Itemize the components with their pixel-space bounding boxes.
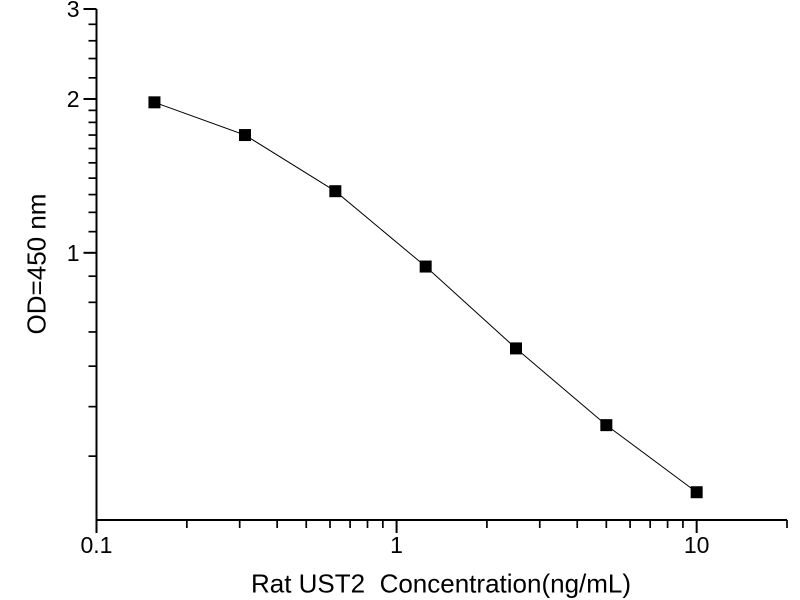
x-axis-title: Rat UST2 Concentration(ng/mL) (250, 568, 632, 599)
data-point-marker (238, 129, 251, 142)
y-tick-label: 3 (67, 0, 80, 22)
y-tick-label: 1 (67, 240, 80, 266)
data-point-marker (690, 486, 703, 499)
x-tick-label: 10 (684, 532, 710, 558)
x-tick-label: 1 (390, 532, 403, 558)
data-point-marker (509, 342, 522, 355)
y-axis-title: OD=450 nm (21, 193, 52, 335)
data-point-marker (419, 260, 432, 273)
x-tick-label: 0.1 (81, 532, 113, 558)
data-point-marker (148, 96, 161, 109)
data-point-marker (329, 185, 342, 198)
data-point-marker (600, 419, 613, 432)
y-tick-label: 2 (67, 86, 80, 112)
curve-line (154, 101, 697, 493)
